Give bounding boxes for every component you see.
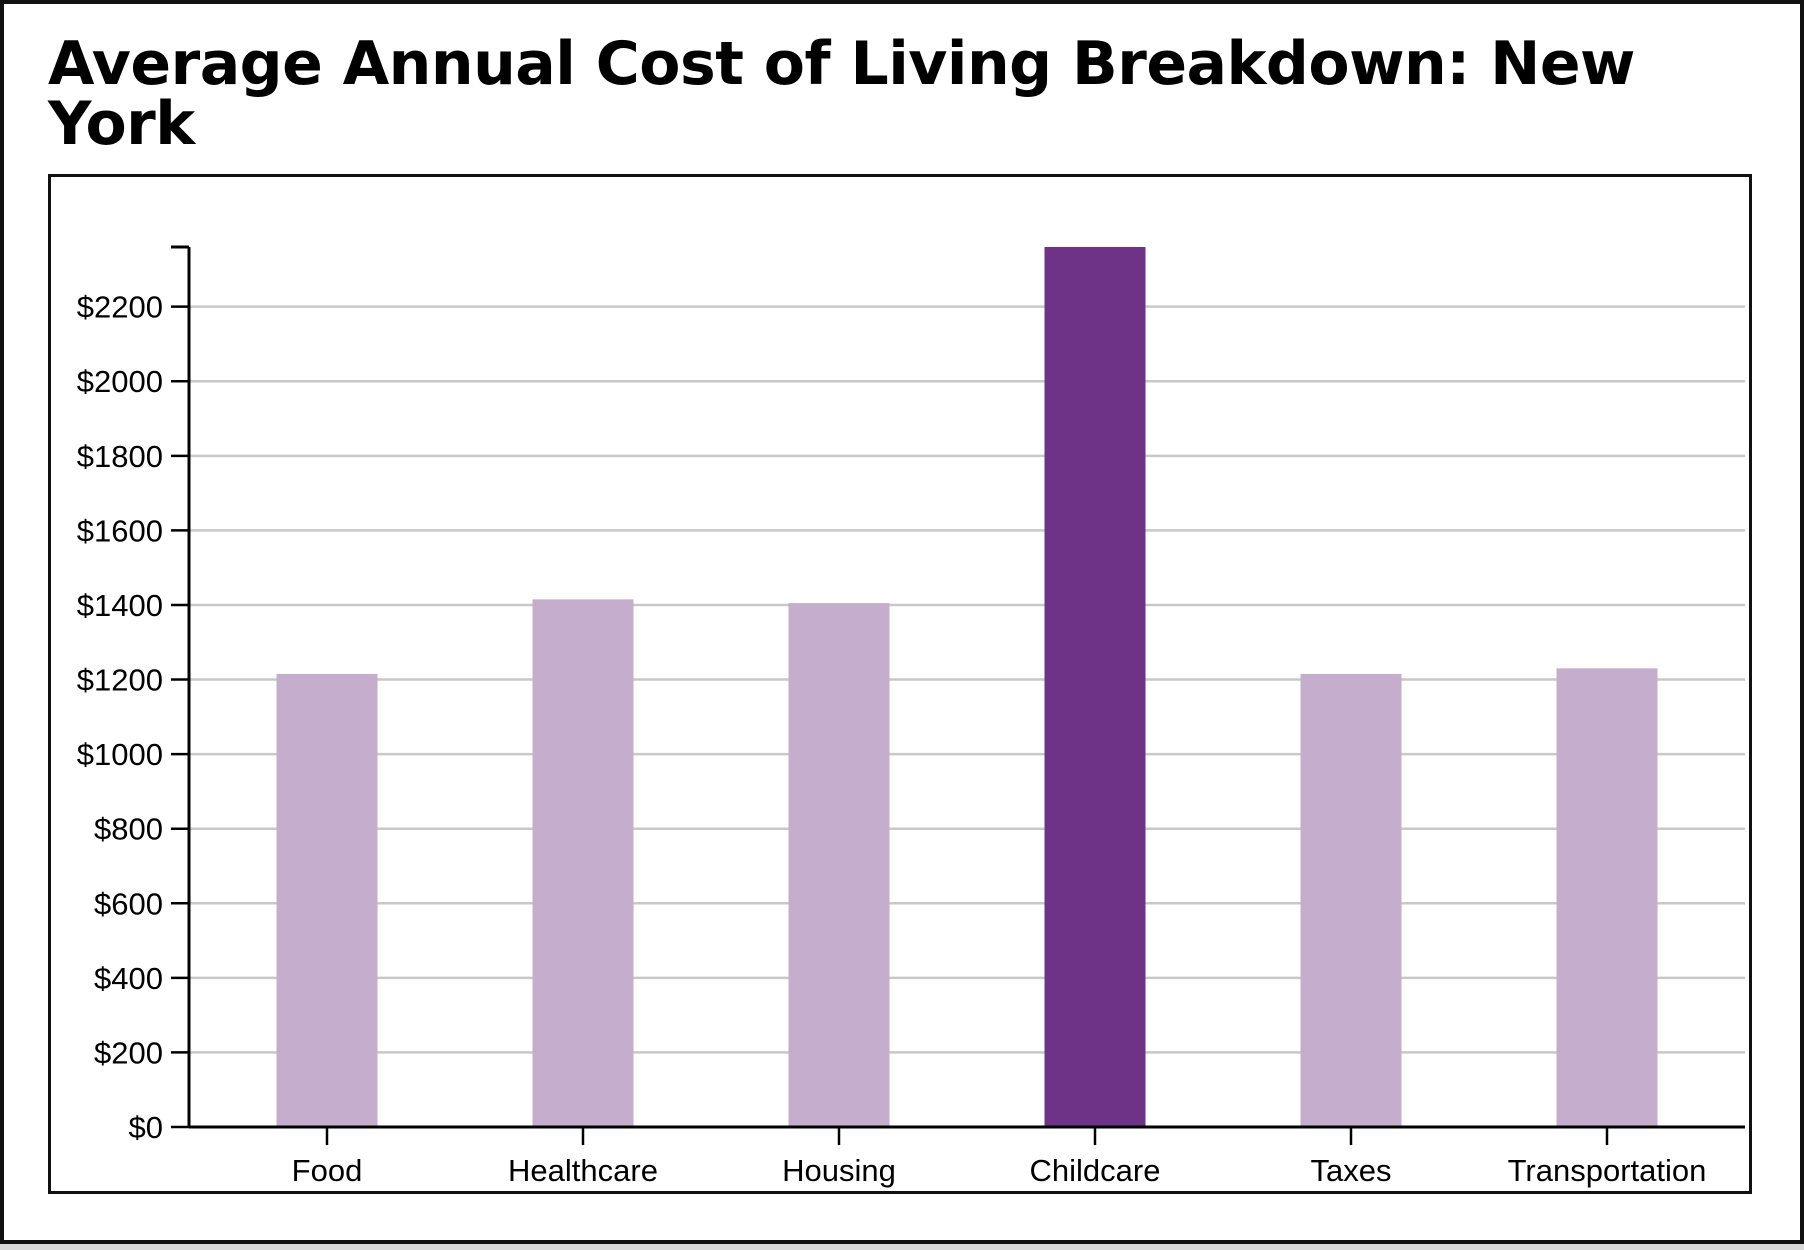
bar-food bbox=[276, 673, 378, 1127]
y-tick-label: $1200 bbox=[77, 663, 163, 698]
bar-housing bbox=[788, 603, 890, 1127]
y-tick-label: $1400 bbox=[77, 588, 163, 623]
y-tick-label: $2200 bbox=[77, 290, 163, 325]
x-tick-label: Food bbox=[292, 1153, 363, 1188]
grid-lines bbox=[189, 305, 1745, 1054]
bar-taxes bbox=[1300, 673, 1402, 1127]
y-tick-label: $600 bbox=[94, 886, 163, 921]
chart-title: Average Annual Cost of Living Breakdown:… bbox=[48, 29, 1635, 159]
bar-healthcare bbox=[532, 599, 634, 1127]
chart-frame: $0 $200 $400 $600 $800 $1000 $1200 $1400 $1600 $1… bbox=[48, 174, 1752, 1194]
y-tick-label: $0 bbox=[129, 1110, 163, 1145]
bar-transportation bbox=[1556, 668, 1658, 1127]
y-tick-label: $2000 bbox=[77, 364, 163, 399]
x-tick-label: Transportation bbox=[1508, 1153, 1707, 1188]
bar-chart: $0 $200 $400 $600 $800 $1000 $1200 $1400 $1600 $1… bbox=[77, 245, 1745, 1188]
bars bbox=[276, 247, 1658, 1127]
bar-childcare bbox=[1044, 247, 1146, 1127]
x-tick-label: Childcare bbox=[1030, 1153, 1161, 1188]
x-tick-label: Taxes bbox=[1311, 1153, 1392, 1188]
axes: $0 $200 $400 $600 $800 $1000 $1200 $1400 $1600 $1… bbox=[77, 245, 1745, 1188]
y-tick-label: $400 bbox=[94, 961, 163, 996]
y-tick-label: $200 bbox=[94, 1035, 163, 1070]
y-tick-label: $800 bbox=[94, 812, 163, 847]
y-tick-label: $1800 bbox=[77, 439, 163, 474]
y-tick-label: $1600 bbox=[77, 513, 163, 548]
x-tick-label: Healthcare bbox=[508, 1153, 658, 1188]
y-tick-label: $1000 bbox=[77, 737, 163, 772]
x-tick-label: Housing bbox=[782, 1153, 896, 1188]
